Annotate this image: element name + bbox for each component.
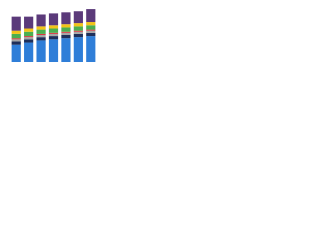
bar-segment	[24, 39, 34, 43]
bar-segment	[86, 29, 96, 31]
bar-segment	[61, 27, 71, 32]
bar-segment	[24, 16, 34, 29]
bar-segment	[36, 14, 46, 27]
bar-segment	[73, 33, 83, 38]
bar-segment	[36, 40, 46, 62]
bar-segment	[61, 31, 71, 33]
bar-segment	[86, 9, 96, 23]
bar-segment	[24, 42, 34, 62]
bar-segment	[48, 36, 59, 40]
bar-segment	[61, 35, 71, 39]
bar-segment	[61, 24, 71, 28]
bar-segment	[36, 37, 46, 41]
bar-segment	[11, 39, 21, 42]
bar-segment	[86, 22, 96, 26]
bar-segment	[48, 13, 59, 26]
bar-segment	[48, 32, 59, 34]
bar-segment	[24, 31, 34, 37]
bar-segment	[73, 31, 83, 34]
bar-segment	[11, 41, 21, 45]
bar-segment	[11, 16, 21, 31]
bar-segment	[61, 12, 71, 25]
bar-segment	[36, 26, 46, 30]
bar-segment	[73, 11, 83, 24]
bar-segment	[48, 33, 59, 37]
bar-segment	[61, 38, 71, 62]
bar-segment	[48, 39, 59, 62]
bar-segment	[24, 36, 34, 38]
bar-segment	[11, 44, 21, 62]
bar-segment	[24, 28, 34, 32]
bar-segment	[36, 35, 46, 38]
bar-segment	[24, 37, 34, 40]
bar-segment	[73, 23, 83, 27]
bar-segment	[73, 30, 83, 32]
bar-segment	[36, 33, 46, 35]
bar-segment	[86, 36, 96, 62]
bar-segment	[73, 37, 83, 62]
bar-segment	[48, 25, 59, 29]
bar-segment	[73, 26, 83, 31]
bar-segment	[86, 32, 96, 37]
bar-segment	[86, 25, 96, 30]
page: (() => { const data = JSON.parse(documen…	[0, 0, 320, 71]
bar-segment	[11, 30, 21, 34]
bar-segment	[61, 32, 71, 35]
bar-segment	[86, 30, 96, 33]
chart	[11, 9, 96, 62]
bar-segment	[36, 29, 46, 34]
bar-segment	[48, 28, 59, 33]
bar-segment	[11, 38, 21, 40]
bar-segment	[11, 33, 21, 39]
